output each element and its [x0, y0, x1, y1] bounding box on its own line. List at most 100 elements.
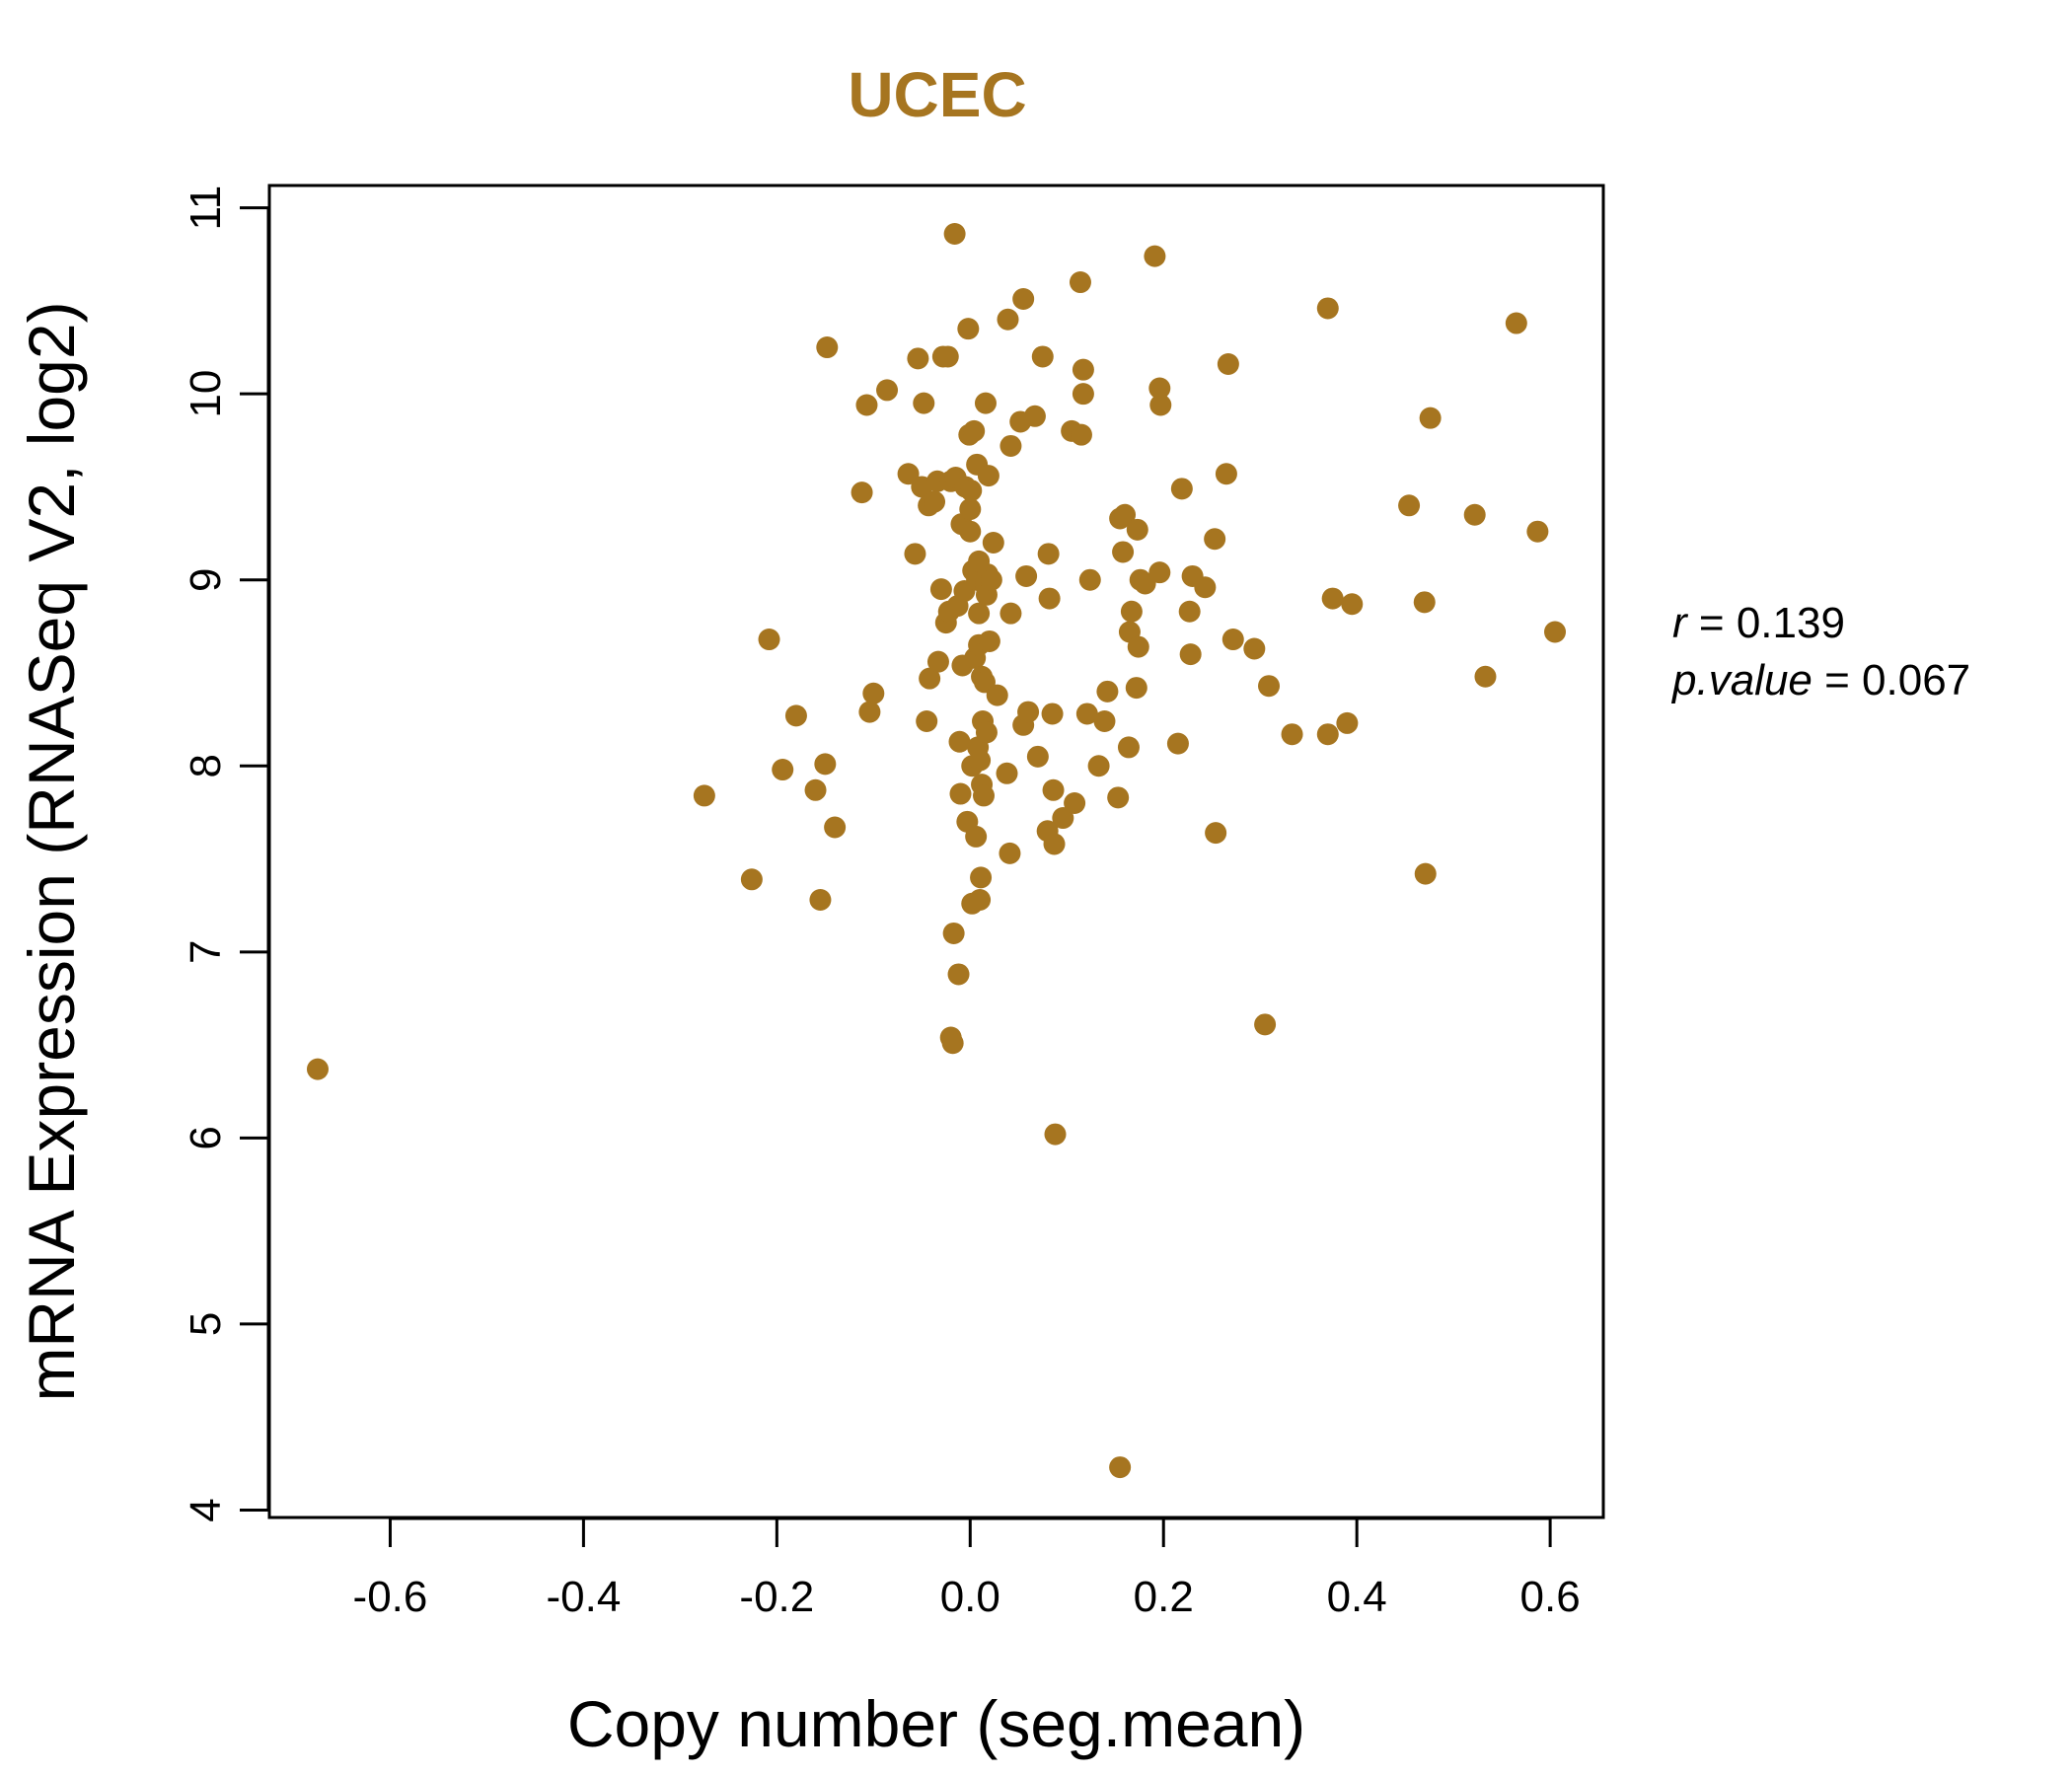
- data-point: [919, 667, 941, 690]
- data-point: [982, 532, 1004, 555]
- data-point: [1031, 345, 1054, 368]
- data-point: [959, 498, 982, 521]
- y-axis-label: mRNA Expression (RNASeq V2, log2): [15, 301, 88, 1401]
- x-tick-label: -0.2: [739, 1573, 814, 1621]
- data-point: [907, 347, 929, 370]
- data-point: [1096, 680, 1119, 703]
- chart-title: UCEC: [848, 59, 1026, 130]
- data-point: [804, 778, 827, 801]
- data-point: [916, 710, 938, 733]
- data-point: [809, 889, 832, 912]
- data-point: [1041, 703, 1064, 725]
- data-point: [970, 866, 993, 889]
- data-point: [1126, 518, 1148, 541]
- r-label: r: [1672, 599, 1689, 647]
- data-point: [814, 753, 837, 776]
- data-point: [784, 704, 807, 727]
- data-point: [1254, 1013, 1277, 1036]
- data-point: [997, 308, 1019, 331]
- data-point: [306, 1058, 329, 1080]
- y-tick-label: 9: [182, 567, 230, 591]
- data-point: [1149, 394, 1172, 416]
- data-point: [996, 762, 1018, 784]
- data-point: [1281, 723, 1303, 746]
- data-point: [1221, 629, 1244, 651]
- data-point: [978, 629, 1000, 652]
- data-point: [1114, 503, 1137, 526]
- data-point: [1037, 543, 1060, 565]
- data-point: [913, 392, 935, 414]
- data-point: [858, 701, 881, 723]
- data-point: [1544, 621, 1567, 643]
- data-point: [1179, 643, 1202, 666]
- correlation-annotation: r = 0.139 p.value = 0.067: [1670, 599, 1970, 704]
- data-point: [957, 318, 980, 340]
- data-point: [1072, 358, 1094, 381]
- p-label: p.value: [1670, 656, 1813, 704]
- data-point: [1243, 637, 1266, 660]
- data-point: [1526, 520, 1549, 543]
- y-tick-label: 6: [182, 1126, 230, 1149]
- data-point: [772, 759, 794, 781]
- data-point: [1474, 665, 1497, 688]
- data-point: [1316, 723, 1339, 746]
- data-point: [1127, 635, 1149, 658]
- data-point: [941, 1032, 964, 1055]
- data-point: [1204, 528, 1226, 551]
- y-tick-label: 5: [182, 1312, 230, 1336]
- data-point: [1398, 494, 1421, 517]
- data-point: [740, 868, 763, 891]
- x-tick-label: 0.0: [940, 1573, 1000, 1621]
- data-point: [1205, 822, 1227, 845]
- data-point: [1148, 561, 1171, 584]
- data-point: [973, 784, 996, 807]
- data-point: [1413, 591, 1436, 614]
- data-point: [816, 336, 839, 359]
- x-tick-label: -0.6: [353, 1573, 428, 1621]
- data-point: [1023, 405, 1046, 427]
- data-point: [1069, 271, 1091, 294]
- data-point: [1120, 600, 1143, 623]
- data-point: [977, 465, 999, 487]
- r-statistic: r = 0.139: [1672, 599, 1845, 647]
- data-point: [1414, 862, 1437, 885]
- x-tick-label: 0.2: [1134, 1573, 1194, 1621]
- data-point: [929, 578, 952, 601]
- data-point: [1178, 600, 1201, 623]
- x-tick-label: 0.6: [1520, 1573, 1581, 1621]
- data-point: [965, 825, 988, 848]
- data-point: [855, 394, 878, 416]
- y-tick-label: 8: [182, 754, 230, 777]
- r-equals: =: [1699, 599, 1737, 647]
- data-point: [1419, 407, 1442, 429]
- data-points: [306, 223, 1567, 1479]
- data-point: [1109, 1456, 1132, 1479]
- data-point: [1078, 568, 1101, 591]
- data-point: [936, 345, 959, 368]
- data-point: [1052, 807, 1074, 830]
- data-point: [1170, 478, 1193, 500]
- data-point: [1144, 245, 1166, 267]
- data-point: [1258, 675, 1281, 698]
- data-point: [1017, 701, 1040, 723]
- y-tick-label: 4: [182, 1498, 230, 1521]
- data-point: [999, 602, 1022, 625]
- data-point: [960, 480, 983, 502]
- data-point: [959, 520, 982, 543]
- data-point: [969, 889, 992, 912]
- data-point: [986, 684, 1008, 706]
- data-point: [1125, 677, 1147, 700]
- data-point: [963, 419, 986, 442]
- p-value: 0.067: [1862, 656, 1970, 704]
- data-point: [897, 463, 920, 485]
- data-point: [999, 842, 1021, 864]
- data-point: [824, 816, 847, 839]
- y-tick-label: 11: [182, 185, 230, 231]
- data-point: [975, 721, 998, 744]
- data-point: [1194, 576, 1217, 599]
- data-point: [693, 784, 715, 807]
- data-point: [1075, 703, 1098, 725]
- data-point: [924, 490, 946, 513]
- data-point: [943, 223, 966, 246]
